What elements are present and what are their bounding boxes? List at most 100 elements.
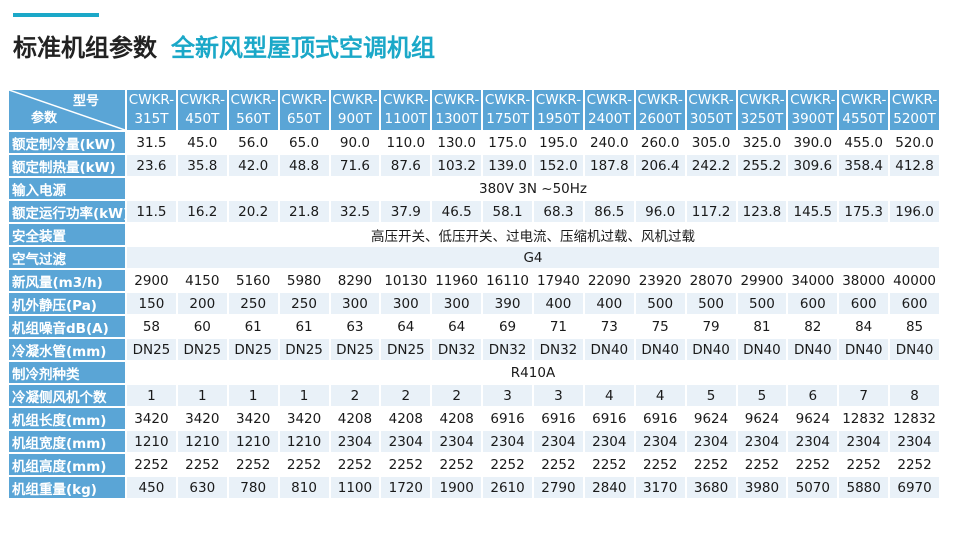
row-label: 冷凝侧风机个数 [7,383,127,408]
value-cell: 2304 [735,429,789,454]
value-cell: 2252 [277,452,331,477]
value-cell: 2252 [684,452,738,477]
value-cell: 4 [633,383,687,408]
value-cell: 87.6 [379,153,433,178]
model-prefix: CWKR- [637,92,683,108]
value-cell: 2304 [481,429,534,454]
value-cell: 255.2 [735,153,789,178]
value-cell: 79 [684,314,738,339]
value-cell: 2 [379,383,433,408]
page-title: 标准机组参数 全新风型屋顶式空调机组 [13,30,435,66]
value-cell: 2252 [379,452,433,477]
value-cell: 61 [226,314,280,339]
value-cell: 85 [888,314,941,339]
value-cell: 42.0 [226,153,280,178]
value-cell: 48.8 [277,153,331,178]
value-cell: 130.0 [430,130,484,155]
row-label: 机组宽度(mm) [7,429,127,454]
value-cell: 240.0 [582,130,636,155]
row-label: 机组重量(kg) [7,475,127,500]
value-cell: 500 [684,291,738,316]
value-cell: 780 [226,475,280,500]
value-cell: 32.5 [328,199,382,224]
model-suffix: 1300T [435,111,478,127]
value-cell: 10130 [379,268,433,293]
value-cell: 4208 [379,406,433,431]
value-cell: 1 [175,383,229,408]
value-cell: 3420 [175,406,229,431]
value-cell: 2304 [379,429,433,454]
value-cell: 12832 [837,406,891,431]
model-prefix: CWKR- [484,92,531,108]
value-cell: 1 [277,383,331,408]
value-cell: 3 [532,383,585,408]
row-label: 机组高度(mm) [7,452,127,477]
value-cell: 117.2 [684,199,738,224]
value-cell: 1 [226,383,280,408]
value-cell: 11.5 [125,199,178,224]
value-cell: 60 [175,314,229,339]
value-cell: 64 [379,314,433,339]
title-accent-bar [13,13,99,17]
value-cell: 152.0 [532,153,585,178]
model-suffix: 1750T [486,111,529,127]
value-cell: 250 [277,291,331,316]
value-cell: 630 [175,475,229,500]
value-cell: 3420 [125,406,178,431]
value-cell: 9624 [735,406,789,431]
model-header-cell: CWKR- 4550T [837,88,891,132]
value-cell: 46.5 [430,199,484,224]
model-prefix: CWKR- [434,92,480,108]
value-cell: 3680 [684,475,738,500]
row-label: 新风量(m3/h) [7,268,127,293]
model-prefix: CWKR- [688,92,734,108]
value-cell: 1900 [430,475,484,500]
value-cell: 22090 [582,268,636,293]
value-cell: DN40 [684,337,738,362]
value-cell: 64 [430,314,484,339]
value-cell: 7 [837,383,891,408]
model-prefix: CWKR- [535,92,582,108]
spec-table: 型号 参数 CWKR- 315T CWKR- 450T CWKR- 560T CWKR- 650T… [7,88,941,500]
value-cell: 390 [481,291,534,316]
model-header-cell: CWKR- 1300T [430,88,484,132]
row-label: 机组长度(mm) [7,406,127,431]
value-cell: 2840 [582,475,636,500]
value-cell: 305.0 [684,130,738,155]
value-cell: 250 [226,291,280,316]
value-cell: 520.0 [888,130,941,155]
model-header-cell: CWKR- 2400T [582,88,636,132]
value-cell: 358.4 [837,153,891,178]
model-suffix: 1950T [537,111,580,127]
value-cell: 195.0 [532,130,585,155]
model-suffix: 2600T [638,111,682,127]
value-cell: 2252 [633,452,687,477]
model-suffix: 450T [185,111,220,127]
value-cell: 21.8 [277,199,331,224]
table-row: 机组高度(mm) 2252 2252 2252 2252 2252 2252 2252 2252… [7,452,941,477]
value-cell: 2304 [633,429,687,454]
value-cell: 2252 [735,452,789,477]
value-cell: 1210 [277,429,331,454]
diagonal-line [9,90,125,130]
corner-label-model: 型号 [72,94,99,109]
value-cell: 2304 [328,429,382,454]
value-cell: 412.8 [888,153,941,178]
value-cell: DN25 [125,337,178,362]
value-cell: 2252 [226,452,280,477]
model-suffix: 2400T [588,111,631,127]
value-cell: 9624 [786,406,840,431]
value-cell: 390.0 [786,130,840,155]
row-label: 空气过滤 [7,245,127,270]
model-header-cell: CWKR- 3050T [684,88,738,132]
value-cell: 8 [888,383,941,408]
value-cell: 2304 [837,429,891,454]
value-cell: 16.2 [175,199,229,224]
value-cell: 600 [837,291,891,316]
value-cell: 23920 [633,268,687,293]
row-label: 冷凝水管(mm) [7,337,127,362]
table-row: 机组宽度(mm) 1210 1210 1210 1210 2304 2304 2304 2304… [7,429,941,454]
table-row: 空气过滤 G4 [7,245,941,270]
title-subtitle: 全新风型屋顶式空调机组 [171,34,435,62]
row-label: 额定制热量(kW) [7,153,127,178]
